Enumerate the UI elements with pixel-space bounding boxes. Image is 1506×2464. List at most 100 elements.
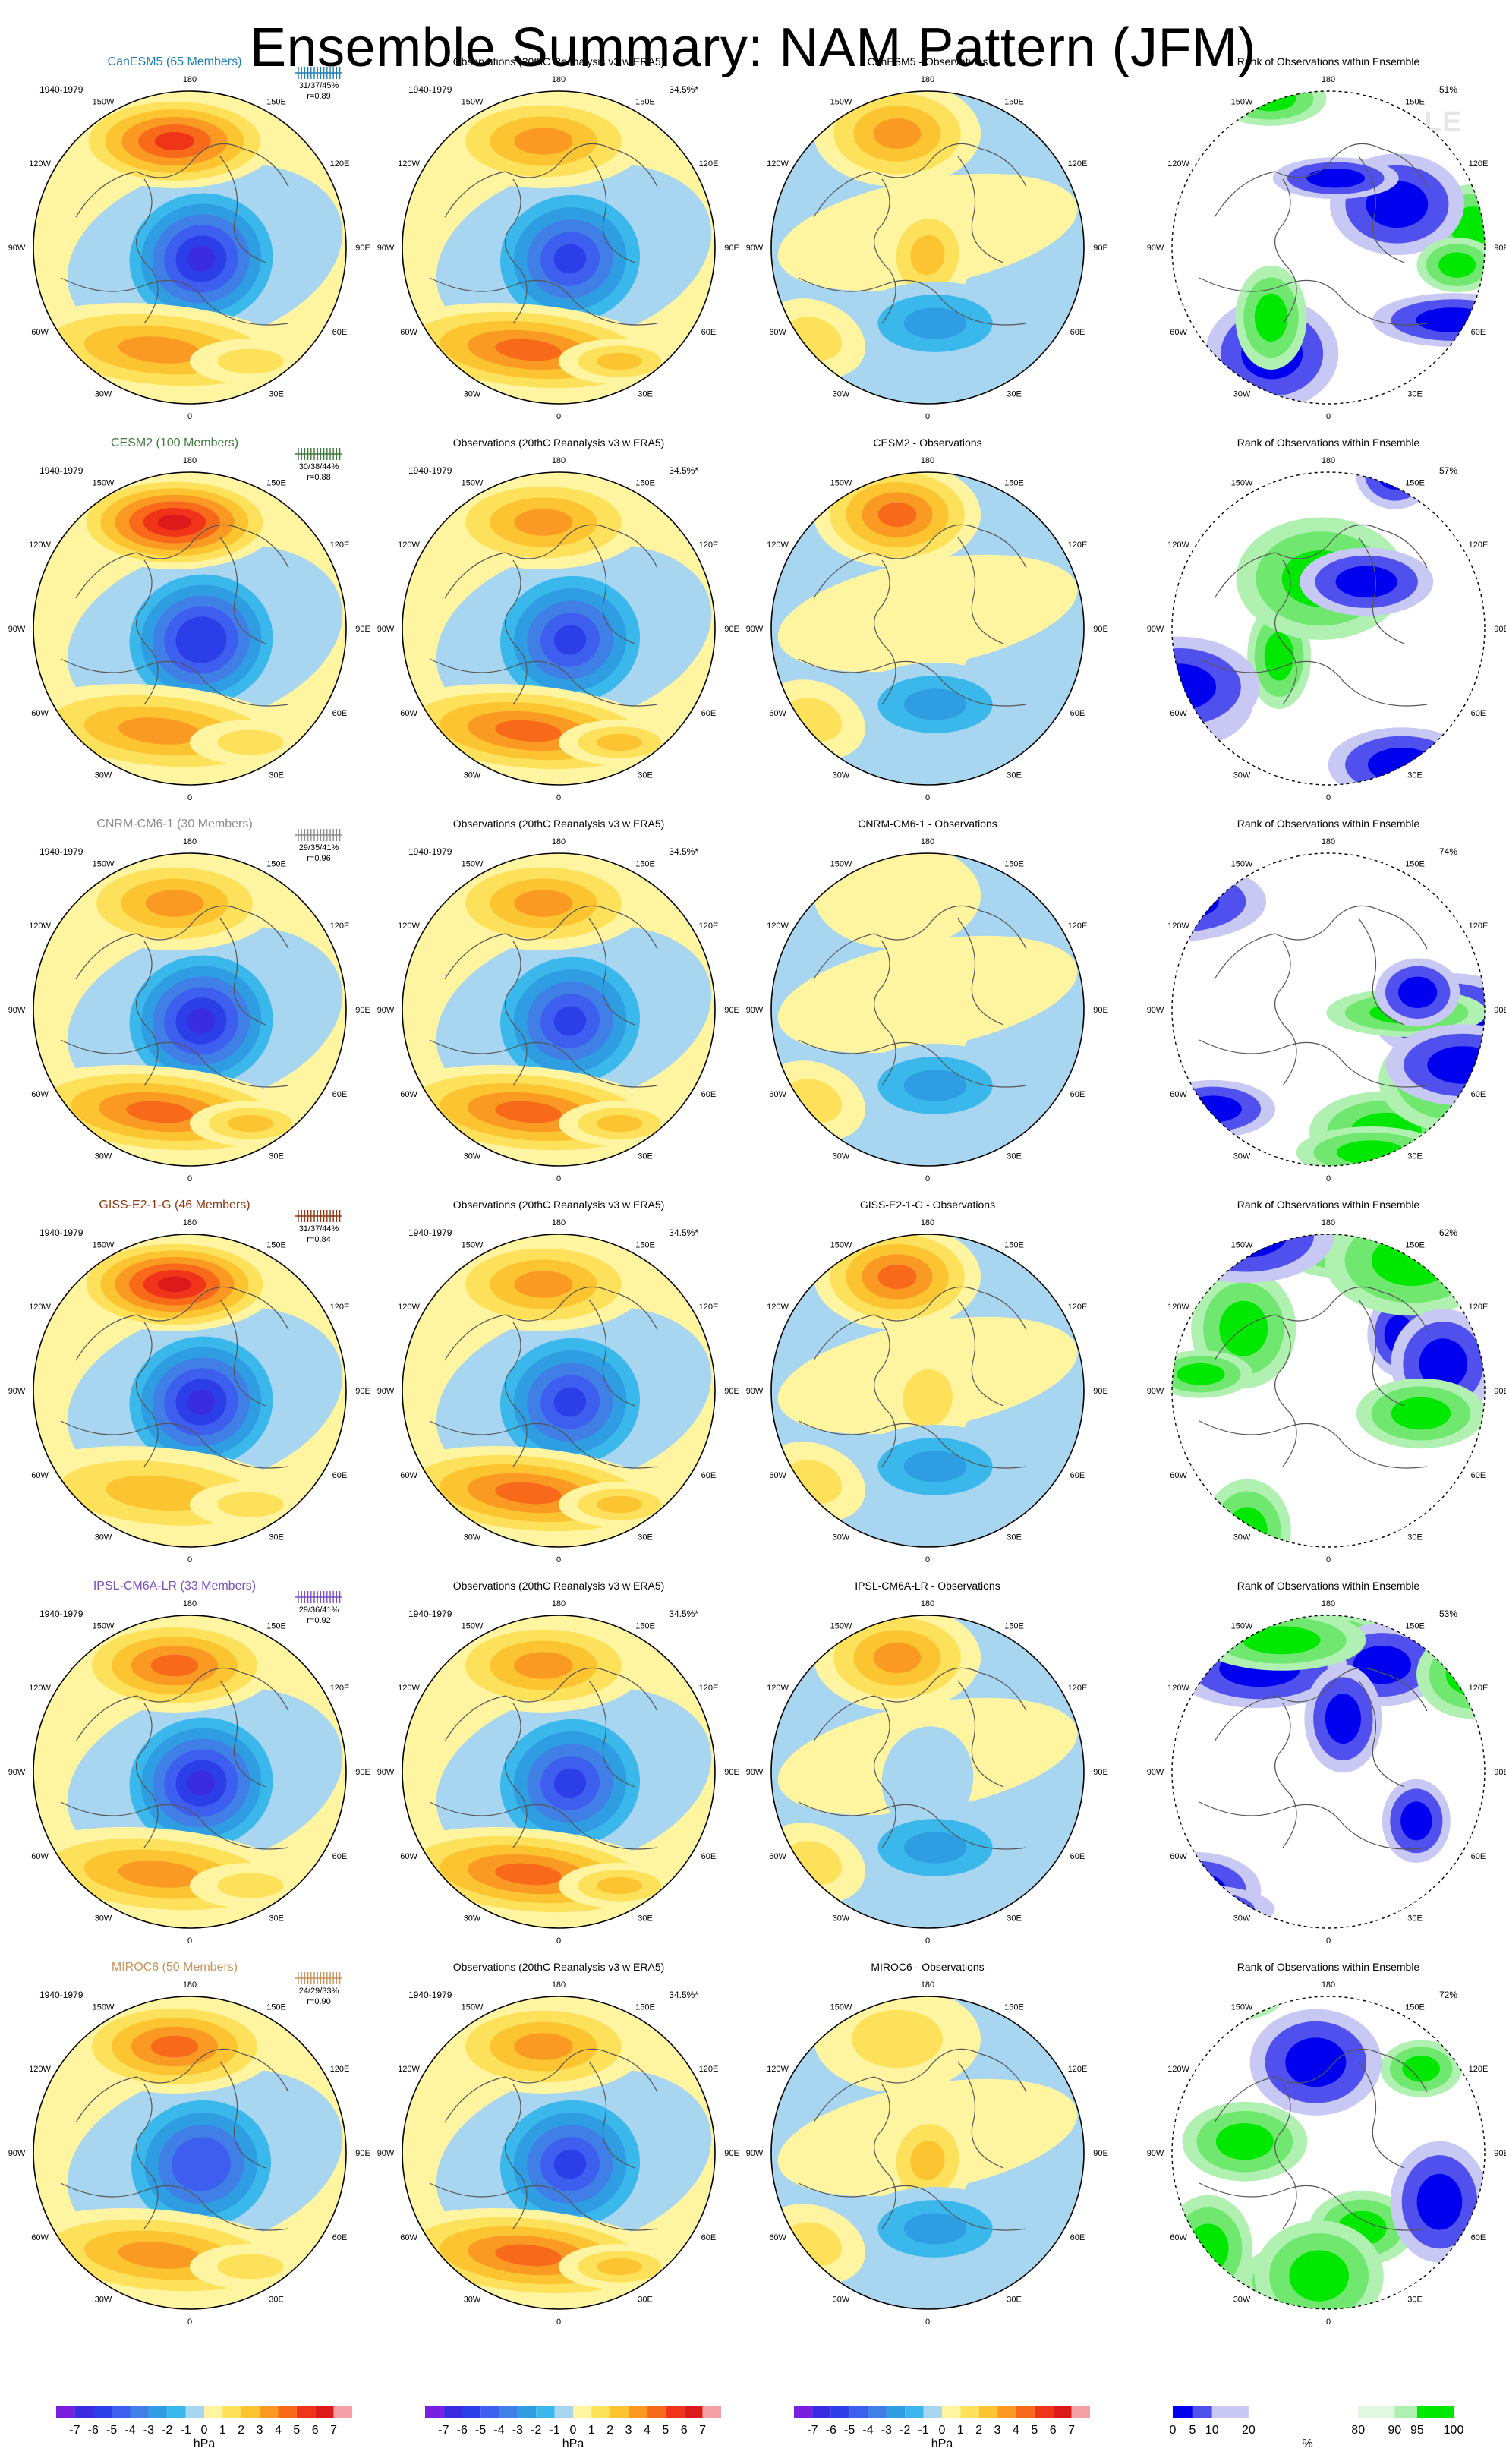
coastline — [136, 941, 159, 1086]
colorbar-tick-label: 80 — [1351, 2424, 1365, 2437]
contour-level — [157, 514, 192, 531]
longitude-label: 90W — [1147, 1387, 1164, 1396]
longitude-label: 120E — [1469, 159, 1489, 169]
longitude-label: 180 — [921, 456, 934, 465]
longitude-label: 0 — [187, 412, 192, 421]
longitude-label: 30W — [833, 389, 850, 399]
colorbar-swatch — [443, 2406, 462, 2418]
coastline — [1358, 537, 1405, 644]
colorbar-swatch — [591, 2406, 610, 2418]
longitude-label: 90E — [355, 244, 370, 253]
longitude-label: 60E — [1070, 1090, 1085, 1099]
longitude-label: 150W — [462, 479, 484, 488]
coastline — [444, 905, 658, 980]
colorbar-tick-label: -1 — [550, 2424, 560, 2437]
coastline — [957, 918, 1004, 1026]
longitude-label: 90E — [355, 625, 370, 634]
longitude-label: 30W — [833, 1914, 850, 1923]
longitude-label: 120E — [699, 1303, 719, 1312]
longitude-label: 90E — [1494, 1768, 1506, 1777]
longitude-label: 120E — [699, 922, 719, 931]
coastline — [429, 1801, 658, 1850]
column-title-difference: MIROC6 - Observations — [871, 1961, 984, 1973]
map-field — [33, 472, 346, 785]
colorbar-swatch — [56, 2406, 75, 2418]
colorbar-tick-label: 5 — [293, 2424, 300, 2437]
rank-region — [1336, 1140, 1406, 1164]
coastline — [1214, 905, 1428, 980]
longitude-label: 120W — [29, 2065, 51, 2074]
column-title-observations: Observations (20thC Reanalysis v3 w ERA5… — [453, 1199, 665, 1211]
longitude-label: 30E — [1407, 1152, 1423, 1161]
longitude-label: 90W — [8, 1006, 26, 1015]
contour-level — [187, 246, 216, 272]
colorbar-units: hPa — [562, 2437, 584, 2450]
coastline — [1358, 1680, 1405, 1788]
longitude-label: 60W — [1170, 328, 1187, 337]
longitude-label: 150W — [1231, 2003, 1253, 2012]
longitude-label: 150W — [93, 2003, 115, 2012]
colorbar-tick-label: 2 — [975, 2424, 982, 2437]
contour-level — [495, 1482, 562, 1505]
column-title-rank: Rank of Observations within Ensemble — [1237, 1199, 1420, 1211]
longitude-label: 120E — [1068, 1684, 1088, 1693]
colorbar-tick-label: 0 — [1170, 2424, 1177, 2437]
longitude-label: 60W — [400, 1852, 417, 1861]
longitude-label: 0 — [1326, 793, 1331, 802]
longitude-label: 60W — [400, 1471, 417, 1480]
observations-variance: 34.5%* — [669, 84, 698, 95]
colorbar-tick-label: -4 — [862, 2424, 873, 2437]
longitude-label: 0 — [187, 1174, 192, 1183]
longitude-label: 120E — [1469, 922, 1489, 931]
longitude-label: 150E — [635, 860, 655, 869]
map-border — [1171, 90, 1486, 405]
contour-level — [150, 2035, 199, 2058]
longitude-label: 90E — [1093, 2149, 1108, 2158]
longitude-label: 90E — [1494, 244, 1506, 253]
longitude-label: 180 — [921, 837, 934, 846]
coastline — [444, 143, 658, 218]
coastline — [505, 2084, 528, 2229]
column-title-rank: Rank of Observations within Ensemble — [1237, 436, 1420, 449]
observations-variance: 34.5%* — [669, 465, 698, 476]
longitude-label: 120W — [29, 159, 51, 169]
longitude-label: 30E — [1407, 770, 1423, 780]
longitude-label: 150E — [1405, 860, 1425, 869]
longitude-label: 180 — [1322, 1599, 1335, 1609]
map-field — [402, 853, 715, 1166]
longitude-label: 150E — [266, 2003, 286, 2012]
column-title-rank: Rank of Observations within Ensemble — [1237, 818, 1420, 830]
longitude-label: 0 — [925, 793, 930, 802]
contour-level — [873, 118, 922, 149]
longitude-label: 150W — [1231, 479, 1253, 488]
longitude-label: 30E — [1407, 2295, 1423, 2304]
longitude-label: 0 — [187, 793, 192, 802]
longitude-label: 30E — [638, 2295, 653, 2304]
colorbar-swatch — [647, 2406, 666, 2418]
map-border — [770, 1234, 1085, 1548]
longitude-label: 180 — [921, 1599, 934, 1609]
pressure-colorbar: -7 -6 -5 -4 -3 -2 -1 0 1 2 3 4 5 6 7 hPa — [425, 2406, 721, 2450]
contour-level — [118, 717, 201, 745]
colorbar-swatch — [74, 2406, 93, 2418]
coastline — [444, 524, 658, 599]
longitude-label: 120E — [699, 540, 719, 550]
colorbar-swatch — [315, 2406, 334, 2418]
longitude-label: 90W — [1147, 244, 1164, 253]
contour-level — [495, 2244, 562, 2267]
model-row-cnrm-cm6-1: CNRM-CM6-1 (30 Members) 1940-1979 29/35/41… — [8, 818, 1506, 1183]
longitude-label: 30E — [1007, 2295, 1022, 2304]
colorbar-tick-label: -6 — [457, 2424, 468, 2437]
longitude-label: 120E — [330, 1684, 350, 1693]
coastline — [75, 1286, 289, 1361]
colorbar-swatch — [830, 2406, 850, 2418]
coastline — [1358, 1299, 1405, 1407]
longitude-label: 60W — [1170, 1471, 1187, 1480]
contour-level — [597, 352, 642, 370]
longitude-label: 120W — [767, 922, 789, 931]
colorbar-swatch — [260, 2406, 279, 2418]
longitude-label: 120E — [330, 2065, 350, 2074]
longitude-label: 150W — [830, 860, 852, 869]
coastline — [1274, 559, 1297, 705]
contour-level — [184, 2149, 218, 2179]
